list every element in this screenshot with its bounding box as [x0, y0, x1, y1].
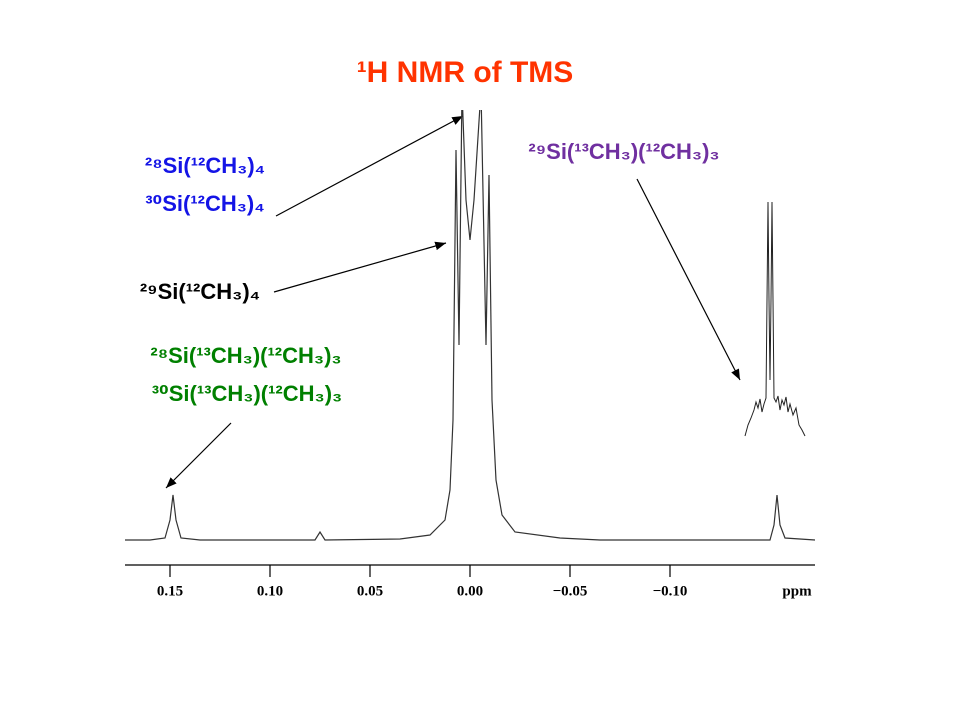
annotation: ³⁰Si(¹³CH₃)(¹²CH₃)₃: [152, 381, 342, 406]
inset-spectrum: [744, 201, 806, 437]
annotation: ²⁹Si(¹²CH₃)₄: [140, 279, 260, 304]
x-tick-label: 0.05: [357, 583, 383, 599]
spectrum-line: [125, 110, 816, 541]
annotation: ²⁸Si(¹²CH₃)₄: [145, 153, 265, 178]
arrow: [165, 422, 232, 489]
x-tick-label: 0.10: [257, 583, 283, 599]
arrow: [273, 241, 447, 293]
annotation: ²⁸Si(¹³CH₃)(¹²CH₃)₃: [150, 343, 341, 368]
annotation: ³⁰Si(¹²CH₃)₄: [145, 191, 265, 216]
x-tick-label: −0.05: [553, 583, 588, 599]
x-tick-label: 0.15: [157, 583, 183, 599]
x-tick-label: 0.00: [457, 583, 483, 599]
arrows: [165, 115, 741, 489]
annotation: ²⁹Si(¹³CH₃)(¹²CH₃)₃: [528, 139, 719, 164]
x-axis-label: ppm: [782, 583, 812, 599]
chart-title: ¹H NMR of TMS: [357, 56, 574, 89]
arrow: [636, 178, 741, 381]
arrow: [275, 115, 464, 217]
x-tick-label: −0.10: [653, 583, 688, 599]
